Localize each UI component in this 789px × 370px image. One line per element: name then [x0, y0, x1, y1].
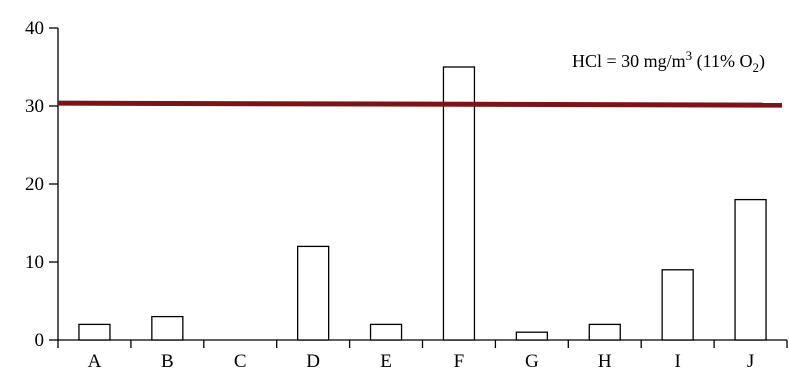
annotation-mid: (11% O: [692, 51, 752, 72]
x-category-label: J: [747, 351, 754, 370]
y-tick-label: 40: [25, 18, 44, 39]
y-tick-label: 10: [25, 252, 44, 273]
limit-reference-line: [57, 100, 783, 108]
bar-G: [515, 331, 548, 341]
x-category-label: F: [454, 351, 465, 370]
bar-E: [369, 323, 403, 341]
x-category-label: D: [306, 351, 320, 370]
bar-J: [734, 198, 767, 341]
x-category-label: I: [674, 351, 680, 370]
annotation-end: ): [759, 51, 765, 72]
x-category-label: B: [161, 351, 174, 370]
annotation-superscript: 3: [686, 48, 693, 63]
bar-B: [151, 315, 184, 341]
annotation-main: HCl = 30 mg/m: [572, 51, 686, 71]
bar-D: [296, 245, 330, 341]
bar-I: [661, 269, 694, 341]
bar-F: [442, 66, 476, 341]
x-category-label: A: [88, 351, 102, 370]
limit-annotation: HCl = 30 mg/m3 (11% O2): [572, 48, 765, 75]
x-category-label: E: [380, 351, 392, 370]
bars-group: [78, 66, 767, 341]
y-tick-label: 20: [25, 174, 44, 195]
bar-A: [78, 323, 111, 341]
bar-H: [588, 323, 621, 341]
x-category-label: H: [598, 351, 612, 370]
x-category-label: G: [525, 351, 539, 370]
y-axis: 0 10 20 30 40: [25, 18, 59, 351]
x-axis: A B C D E F G H I J: [57, 339, 788, 370]
y-tick-label: 0: [35, 330, 45, 351]
x-category-label: C: [234, 351, 247, 370]
annotation-subscript: 2: [753, 60, 760, 75]
y-tick-label: 30: [25, 96, 44, 117]
